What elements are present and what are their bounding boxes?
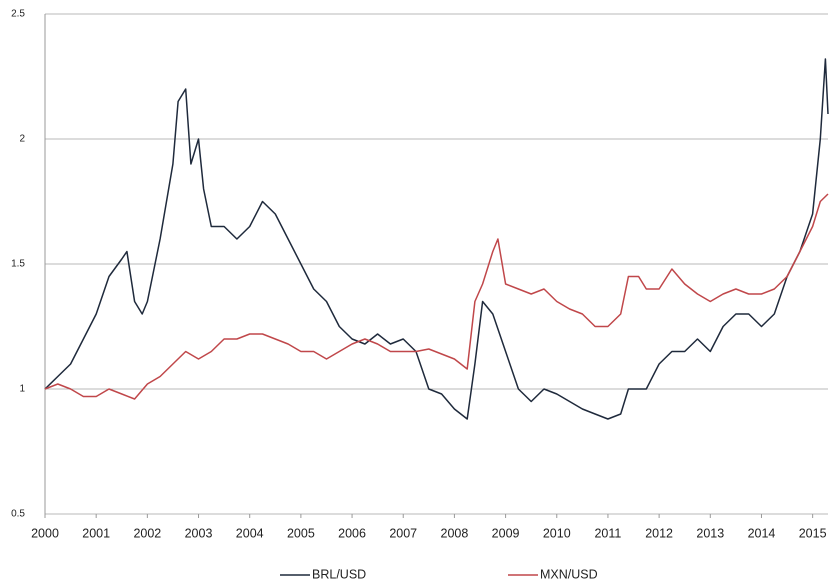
y-tick-label: 1.5 — [11, 259, 25, 270]
legend-label: BRL/USD — [312, 567, 366, 581]
x-tick-label: 2004 — [236, 526, 264, 540]
x-tick-label: 2014 — [748, 526, 776, 540]
y-tick-label: 0.5 — [11, 509, 25, 520]
legend-label: MXN/USD — [540, 567, 598, 581]
series-line — [44, 58, 829, 420]
y-tick-label: 2.5 — [11, 9, 25, 20]
x-tick-label: 2002 — [133, 526, 161, 540]
x-tick-label: 2005 — [287, 526, 315, 540]
y-tick-label: 2 — [19, 134, 25, 145]
x-tick-label: 2009 — [492, 526, 520, 540]
x-tick-label: 2010 — [543, 526, 571, 540]
x-tick-label: 2003 — [185, 526, 213, 540]
x-tick-label: 2011 — [594, 526, 621, 540]
x-tick-label: 2015 — [799, 526, 827, 540]
y-tick-label: 1 — [19, 384, 25, 395]
x-tick-label: 2001 — [82, 526, 110, 540]
x-tick-label: 2000 — [31, 526, 59, 540]
x-tick-label: 2006 — [338, 526, 366, 540]
x-tick-label: 2008 — [441, 526, 469, 540]
x-tick-label: 2007 — [389, 526, 417, 540]
x-tick-label: 2012 — [645, 526, 673, 540]
series-line — [44, 193, 829, 400]
x-tick-label: 2013 — [696, 526, 724, 540]
